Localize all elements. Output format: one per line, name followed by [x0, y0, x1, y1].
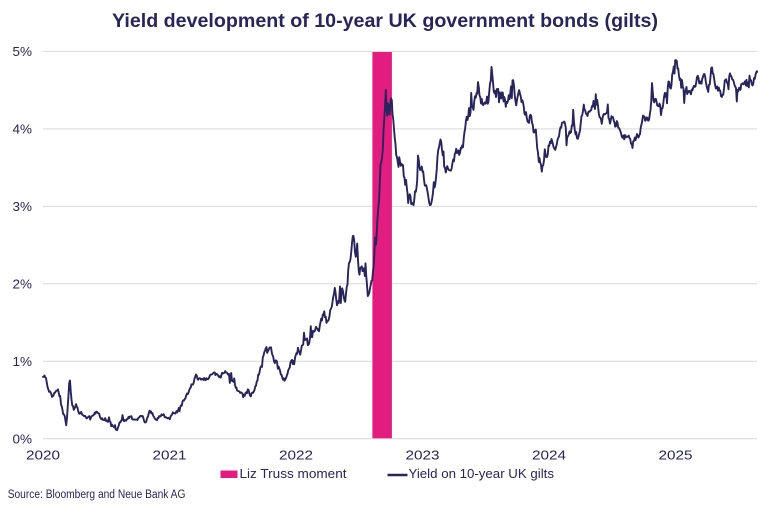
- svg-text:2025: 2025: [659, 449, 693, 463]
- svg-text:4%: 4%: [13, 123, 33, 137]
- svg-text:2023: 2023: [406, 449, 440, 463]
- svg-text:2020: 2020: [26, 449, 60, 463]
- svg-text:Source: Bloomberg and Neue Ban: Source: Bloomberg and Neue Bank AG: [8, 489, 186, 501]
- svg-text:5%: 5%: [13, 45, 33, 59]
- svg-text:Yield development of 10-year U: Yield development of 10-year UK governme…: [112, 10, 658, 32]
- svg-text:3%: 3%: [13, 200, 33, 214]
- svg-text:2022: 2022: [279, 449, 313, 463]
- svg-text:1%: 1%: [13, 355, 33, 369]
- svg-text:0%: 0%: [13, 432, 33, 446]
- svg-text:Yield on 10-year UK gilts: Yield on 10-year UK gilts: [409, 467, 555, 481]
- svg-text:2021: 2021: [153, 449, 187, 463]
- svg-text:2%: 2%: [13, 277, 33, 291]
- svg-text:Liz Truss moment: Liz Truss moment: [240, 467, 348, 481]
- svg-text:2024: 2024: [532, 449, 566, 463]
